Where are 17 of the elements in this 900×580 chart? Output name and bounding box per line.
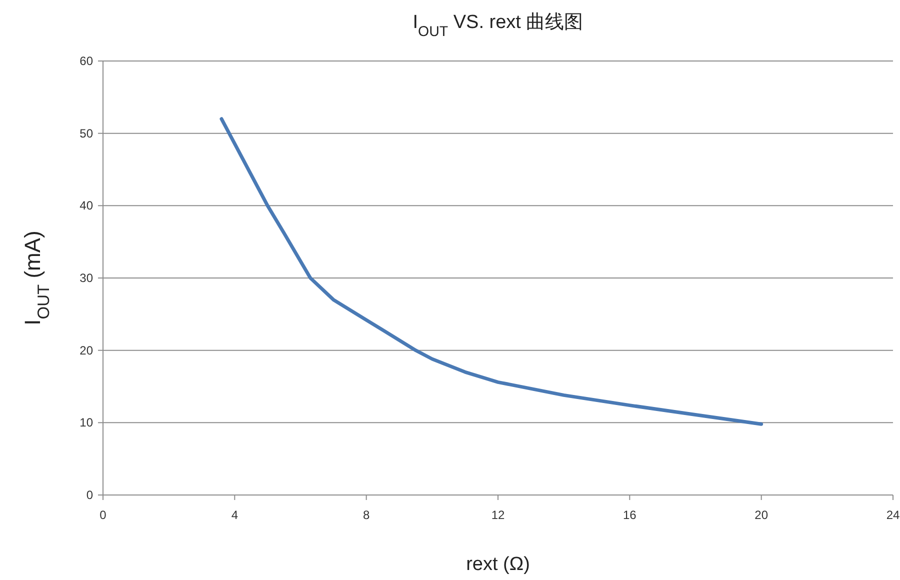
x-tick-label: 24 xyxy=(886,508,900,522)
chart-title: I$_{OUT}$ VS. rext 曲线图 xyxy=(412,12,584,40)
y-tick-label: 50 xyxy=(80,126,94,140)
y-tick-label: 40 xyxy=(80,198,94,213)
x-tick-label: 4 xyxy=(231,508,238,522)
y-tick-label: 30 xyxy=(80,271,94,285)
x-tick-label: 8 xyxy=(362,508,370,522)
y-tick-label: 20 xyxy=(80,343,94,358)
line-series xyxy=(220,117,764,426)
x-tick-label: 12 xyxy=(491,508,505,522)
x-tick-label: 16 xyxy=(622,508,637,522)
x-axis-title: rext (Ω) xyxy=(466,554,530,575)
y-tick-label: 60 xyxy=(80,54,94,68)
y-tick-label: 0 xyxy=(86,488,94,502)
x-tick-label: 20 xyxy=(754,508,768,522)
x-tick-label: 0 xyxy=(100,508,107,522)
y-tick-label: 10 xyxy=(80,416,94,430)
